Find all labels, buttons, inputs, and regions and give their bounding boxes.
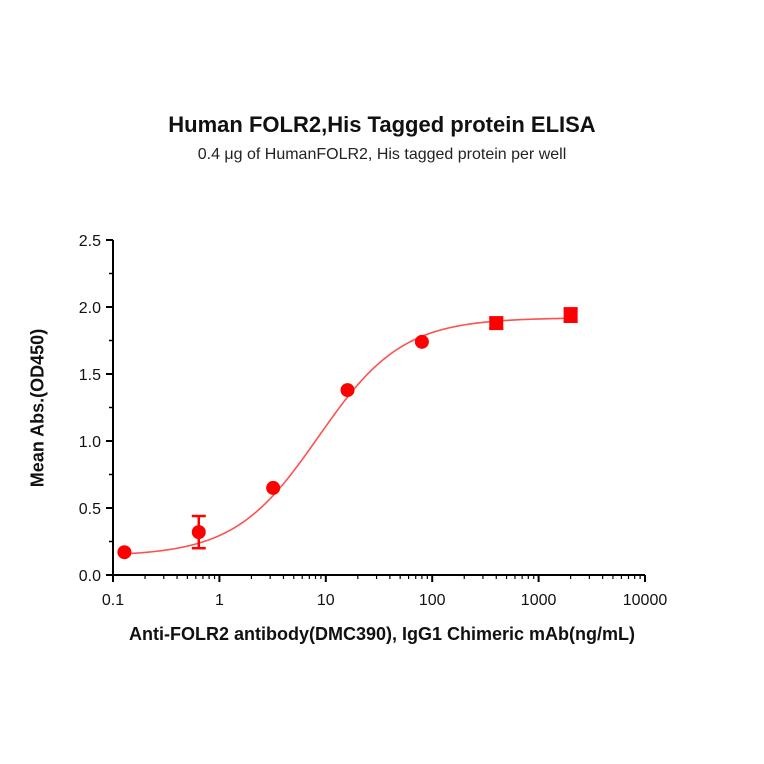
- x-tick-label: 1: [215, 592, 224, 609]
- data-points-layer: [117, 307, 578, 560]
- fit-curve-layer: [124, 317, 571, 555]
- y-tick-label: 1.5: [79, 367, 101, 384]
- data-point: [563, 308, 578, 323]
- x-axis-label: Anti-FOLR2 antibody(DMC390), IgG1 Chimer…: [128, 624, 635, 644]
- x-tick-label: 1000: [521, 592, 557, 609]
- data-point: [414, 334, 429, 349]
- x-tick-label: 10: [317, 592, 335, 609]
- data-point: [489, 316, 504, 331]
- y-tick-label: 2.0: [79, 300, 101, 317]
- x-tick-label: 100: [419, 592, 446, 609]
- x-tick-label: 10000: [623, 592, 668, 609]
- data-point: [191, 525, 206, 540]
- y-tick-label: 0.5: [79, 501, 101, 518]
- axes: 0.0 0.5 1.0 1.5 2.0 2.5 0.1 1 10 100 1000 10000: [79, 233, 668, 609]
- data-point: [117, 545, 132, 560]
- y-tick-label: 1.0: [79, 434, 101, 451]
- x-tick-label: 0.1: [102, 592, 124, 609]
- chart-title: Human FOLR2,His Tagged protein ELISA: [168, 112, 596, 137]
- fit-curve: [124, 317, 571, 555]
- y-tick-label: 2.5: [79, 233, 101, 250]
- data-point: [340, 383, 355, 398]
- y-tick-label: 0.0: [79, 568, 101, 585]
- data-point: [266, 480, 281, 495]
- chart-subtitle: 0.4 μg of HumanFOLR2, His tagged protein…: [197, 146, 567, 163]
